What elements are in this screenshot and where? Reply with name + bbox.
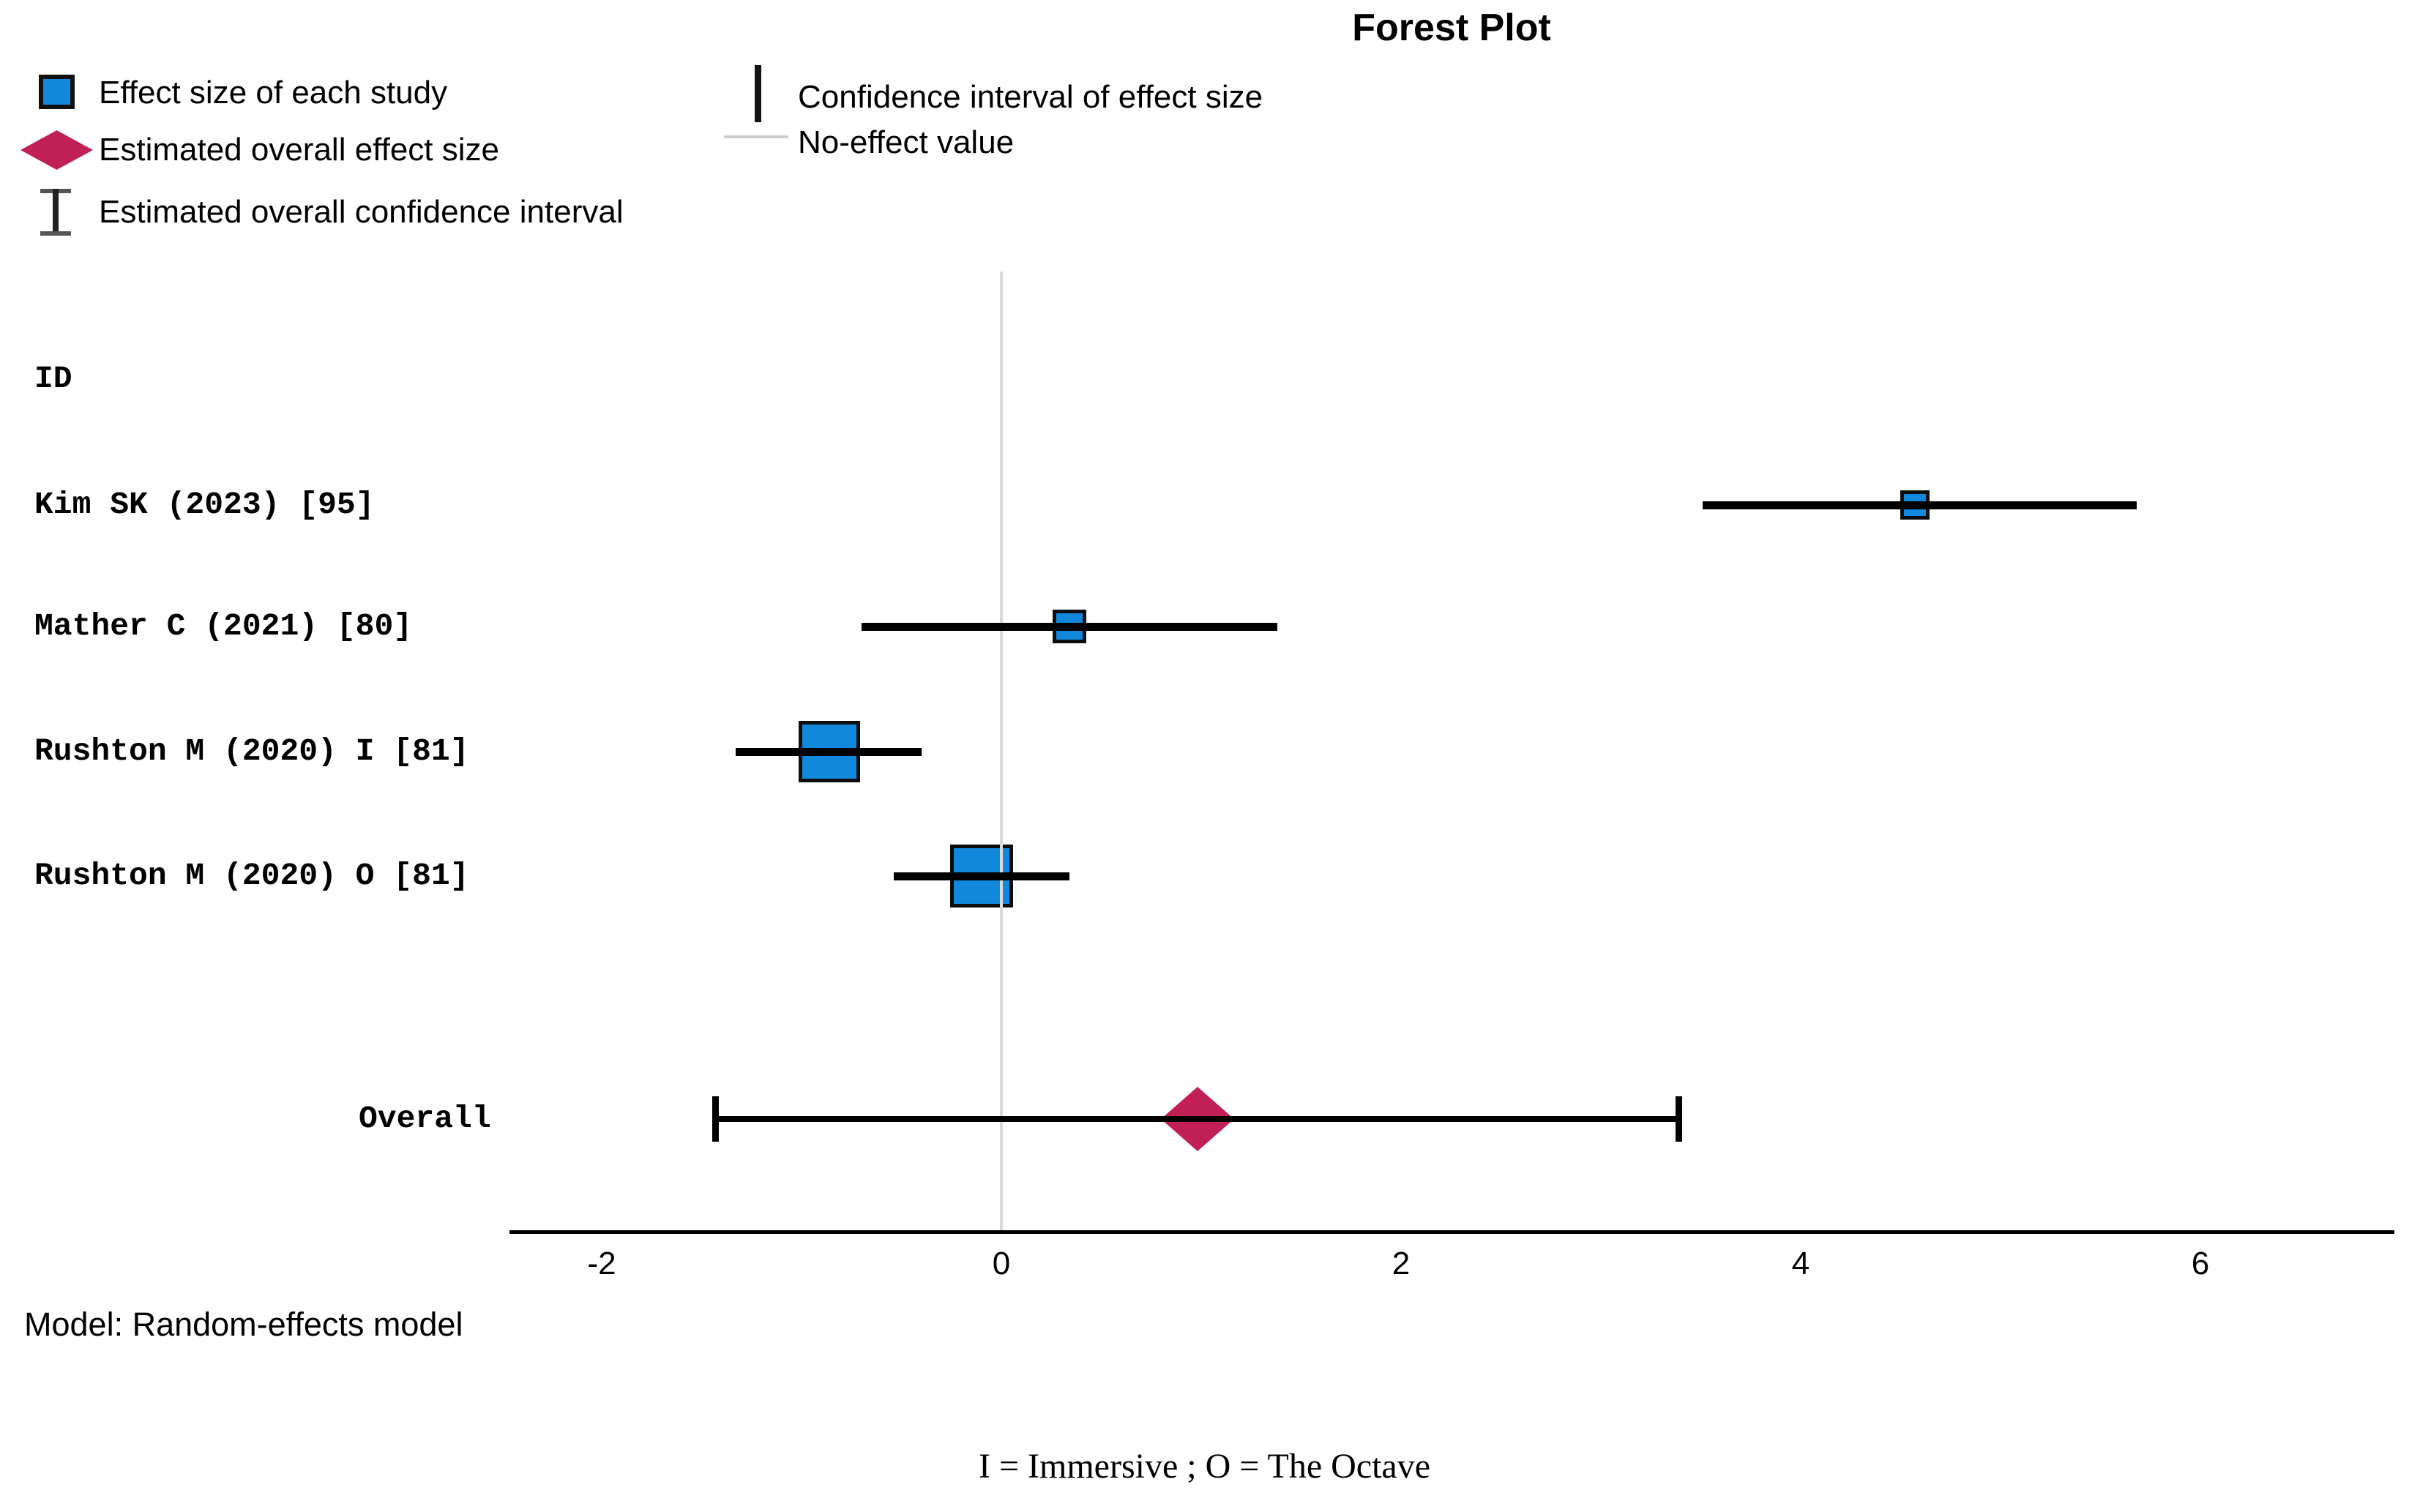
- overall-ci-errorbar-icon: [40, 189, 71, 236]
- errorbar-bottom-cap: [40, 231, 71, 236]
- study-label: Rushton M (2020) I [81]: [34, 733, 469, 769]
- study-ci-line: [861, 622, 1277, 631]
- legend-label-no-effect: No-effect value: [798, 124, 1015, 160]
- axis-tick-label: 6: [2191, 1246, 2210, 1281]
- study-ci-line: [1703, 501, 2137, 509]
- legend-label-ci-of-effect: Confidence interval of effect size: [798, 79, 1263, 115]
- overall-ci-cap: [712, 1096, 720, 1142]
- chart-title: Forest Plot: [1352, 7, 1551, 49]
- axis-tick-label: 0: [992, 1246, 1011, 1281]
- axis-tick-label: 4: [1791, 1246, 1810, 1281]
- overall-ci-cap: [1675, 1096, 1682, 1142]
- no-effect-line: [1000, 272, 1003, 1232]
- study-ci-line: [893, 872, 1069, 880]
- study-label: Rushton M (2020) O [81]: [34, 858, 469, 894]
- column-header-id: ID: [34, 361, 72, 397]
- overall-label: Overall: [359, 1101, 491, 1137]
- x-axis-line: [509, 1230, 2394, 1234]
- footnote: I = Immersive ; O = The Octave: [978, 1447, 1431, 1486]
- legend-label-overall-effect: Estimated overall effect size: [99, 132, 499, 168]
- effect-size-square-icon: [39, 75, 75, 109]
- errorbar-stem: [53, 189, 59, 236]
- study-label: Mather C (2021) [80]: [34, 608, 413, 644]
- legend-label-effect-size: Effect size of each study: [99, 75, 448, 111]
- axis-tick-label: -2: [587, 1246, 616, 1281]
- overall-ci-line: [715, 1116, 1679, 1122]
- overall-diamond-icon: [20, 130, 93, 170]
- legend-label-overall-ci: Estimated overall confidence interval: [99, 194, 624, 230]
- study-ci-line: [735, 747, 922, 756]
- no-effect-line-icon: [724, 135, 788, 138]
- axis-tick-label: 2: [1392, 1246, 1411, 1281]
- ci-vertical-line-icon: [755, 65, 761, 122]
- study-label: Kim SK (2023) [95]: [34, 487, 375, 523]
- model-note: Model: Random-effects model: [24, 1306, 463, 1343]
